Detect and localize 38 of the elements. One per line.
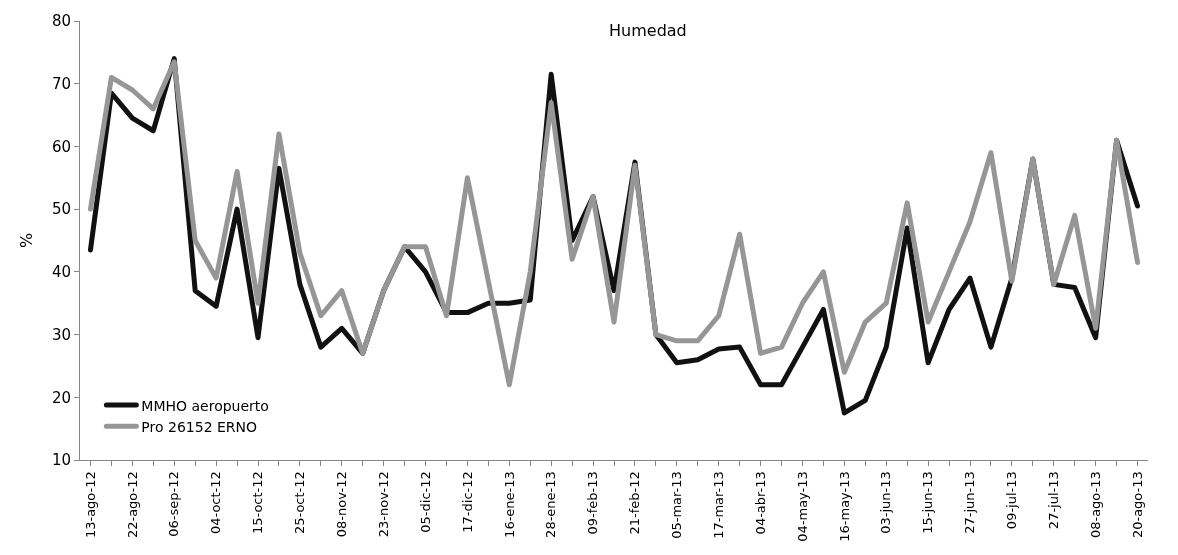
legend-label: MMHO aeropuerto [141,397,269,414]
x-tick-label: 20-ago-13 [1129,471,1145,539]
x-tick-label: 04-oct-12 [208,471,224,535]
y-tick-label: 80 [51,12,71,31]
x-tick-label: 23-nov-12 [375,471,391,538]
chart-title: Humedad [609,21,687,41]
x-tick-label: 16-ene-13 [501,471,517,538]
y-axis-title: % [16,232,36,249]
x-tick-label: 17-dic-12 [459,471,475,533]
x-tick-label: 27-jun-13 [962,471,978,534]
x-tick-label: 21-feb-12 [627,471,643,535]
x-tick-label: 09-feb-13 [585,471,601,535]
legend-label: Pro 26152 ERNO [141,418,258,435]
x-tick-label: 25-oct-12 [292,471,308,535]
x-tick-label: 17-mar-13 [710,471,726,539]
x-tick-label: 08-nov-12 [333,471,349,538]
x-tick-label: 27-jul-13 [1045,471,1061,530]
x-tick-label: 05-mar-13 [669,471,685,539]
x-tick-label: 06-sep-12 [166,471,182,537]
x-tick-label: 15-oct-12 [250,471,266,535]
x-tick-label: 04-may-13 [794,471,810,542]
y-tick-label: 30 [51,325,71,344]
x-tick-label: 16-may-13 [836,471,852,542]
x-tick-label: 22-ago-12 [124,471,140,539]
y-tick-label: 40 [51,263,71,282]
x-tick-label: 08-ago-13 [1087,471,1103,539]
y-tick-label: 20 [51,388,71,407]
x-tick-label: 03-jun-13 [878,471,894,534]
y-tick-label: 50 [51,200,71,219]
y-tick-label: 70 [51,74,71,93]
x-tick-label: 09-jul-13 [1004,471,1020,530]
x-tick-label: 05-dic-12 [417,471,433,533]
x-tick-label: 13-ago-12 [82,471,98,539]
x-tick-label: 04-abr-13 [752,471,768,535]
x-tick-label: 15-jun-13 [920,471,936,534]
y-tick-label: 10 [51,451,71,470]
x-tick-label: 28-ene-13 [543,471,559,538]
y-tick-label: 60 [51,137,71,156]
